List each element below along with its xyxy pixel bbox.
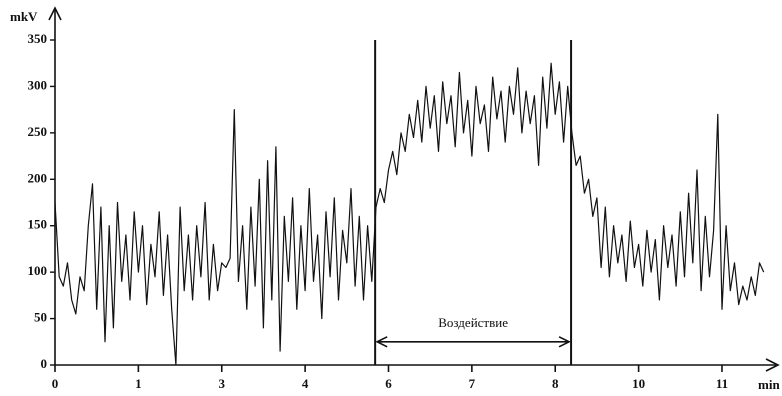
- y-axis-arrow: [48, 6, 62, 21]
- x-tick-label: 8: [552, 376, 559, 391]
- x-tick-label: 10: [632, 376, 645, 391]
- y-tick-label: 350: [28, 31, 48, 46]
- y-tick-label: 250: [28, 124, 48, 139]
- x-tick-label: 1: [135, 376, 142, 391]
- arrow-head: [375, 336, 388, 348]
- x-tick-label: 3: [218, 376, 225, 391]
- y-tick-label: 200: [28, 170, 48, 185]
- x-tick-label: 4: [302, 376, 309, 391]
- arrow-head: [558, 336, 571, 348]
- x-axis-label: min: [758, 377, 780, 392]
- y-tick-label: 150: [28, 217, 48, 232]
- y-tick-label: 50: [34, 310, 47, 325]
- x-tick-label: 7: [469, 376, 476, 391]
- x-tick-label: 11: [716, 376, 728, 391]
- y-axis-label: mkV: [10, 9, 38, 24]
- x-tick-label: 6: [385, 376, 392, 391]
- x-tick-label: 0: [52, 376, 59, 391]
- y-tick-label: 300: [28, 77, 48, 92]
- y-tick-label: 0: [41, 356, 48, 371]
- x-axis-arrow: [765, 358, 780, 372]
- annotation: Воздействие: [438, 315, 508, 330]
- y-tick-label: 100: [28, 263, 48, 278]
- signal-line: [54, 62, 765, 366]
